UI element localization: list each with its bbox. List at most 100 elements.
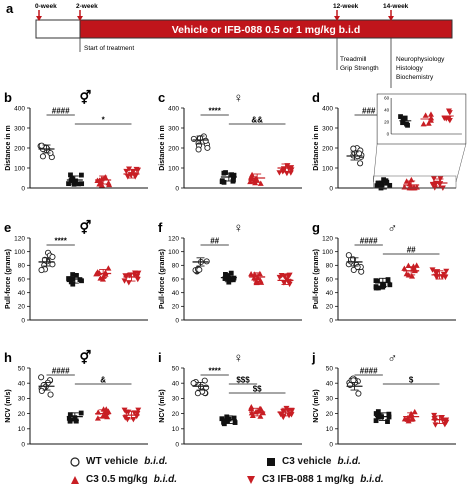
data-point: [256, 270, 263, 277]
legend-item-c3: C3 vehicle b.i.d.: [266, 456, 361, 467]
sex-symbol: ♂: [388, 350, 398, 365]
y-tick-label: 60: [18, 276, 26, 283]
y-tick-label: 20: [326, 411, 334, 418]
panel-letter-h: h: [4, 350, 12, 365]
sig-label: &&: [251, 116, 263, 125]
y-tick-label: 120: [322, 235, 333, 242]
data-point: [402, 115, 408, 121]
data-point: [357, 160, 364, 167]
data-point: [251, 271, 258, 277]
y-tick-label: 200: [322, 145, 333, 152]
panel-letter-g: g: [312, 220, 320, 235]
sig-label: ##: [407, 246, 416, 255]
y-tick-label: 10: [18, 426, 26, 433]
data-point: [103, 406, 110, 412]
data-point: [219, 179, 225, 185]
y-tick-label: 80: [326, 263, 334, 270]
y-tick-label: 200: [14, 145, 25, 152]
y-tick-label: 300: [14, 125, 25, 132]
data-point: [231, 415, 237, 421]
y-tick-label: 120: [168, 235, 179, 242]
timeline-panel: a Vehicle or IFB-088 0.5 or 1 mg/kg b.i.…: [6, 1, 453, 88]
legend-suffix: b.i.d.: [144, 456, 168, 467]
arrowhead-icon: [77, 16, 83, 21]
y-tick-label: 0: [329, 441, 333, 448]
y-tick-label: 20: [172, 304, 180, 311]
data-point: [345, 252, 352, 259]
data-point: [374, 183, 380, 189]
data-point: [39, 153, 46, 160]
y-tick-label: 80: [18, 263, 26, 270]
data-point: [70, 281, 76, 287]
y-tick-label: 300: [168, 125, 179, 132]
y-tick-label: 0: [175, 317, 179, 324]
data-point: [224, 414, 230, 420]
panel-j: j ♂ 0 10 20 30 40 50 NCV (m/s) #### $: [311, 350, 456, 448]
legend-item-05: C3 0.5 mg/kg b.i.d.: [70, 474, 177, 485]
data-point: [257, 180, 264, 186]
data-point: [350, 377, 357, 384]
y-tick-label: 0: [175, 441, 179, 448]
data-point: [413, 262, 420, 268]
sex-symbol: ⚥: [80, 219, 92, 235]
y-axis-label: Pull-force (grams): [159, 249, 166, 309]
legend-suffix: b.i.d.: [360, 474, 384, 485]
y-tick-label: 100: [168, 165, 179, 172]
data-point: [248, 270, 255, 277]
panel-i: i ♀ 0 10 20 30 40 50 NCV (m/s) **** $$$$$: [158, 350, 302, 448]
panel-c: c ♀ 0 100 200 300 400 Distance in m **** &&: [158, 90, 302, 192]
y-tick-label: 100: [322, 249, 333, 256]
data-point: [386, 411, 392, 417]
data-point: [195, 146, 202, 153]
legend-suffix: b.i.d.: [337, 456, 361, 467]
data-point: [288, 167, 295, 173]
y-tick-label: 400: [14, 105, 25, 112]
data-point: [79, 278, 84, 284]
red-triangle-up-icon: [71, 475, 79, 484]
y-axis-label: Pull-force (grams): [313, 249, 320, 309]
y-axis-label: NCV (m/s): [159, 389, 166, 422]
data-point: [131, 272, 138, 278]
data-point: [258, 279, 265, 285]
y-tick-label: 10: [326, 426, 334, 433]
panel-letter-j: j: [311, 350, 316, 365]
y-axis-label: NCV (m/s): [313, 389, 320, 422]
data-point: [123, 273, 130, 279]
panel-letter-i: i: [158, 350, 162, 365]
data-point: [286, 281, 293, 288]
y-tick-label: 400: [322, 105, 333, 112]
data-point: [354, 263, 361, 271]
y-tick-label: 200: [168, 145, 179, 152]
data-point: [285, 408, 292, 414]
data-point: [438, 415, 445, 421]
data-point: [201, 377, 208, 384]
data-point: [380, 284, 386, 290]
treadmill-label: Treadmill: [340, 56, 367, 63]
data-point: [441, 421, 448, 428]
y-tick-label: 20: [172, 411, 180, 418]
data-point: [74, 272, 79, 278]
open-circle-icon: [70, 456, 80, 467]
data-point: [79, 181, 85, 187]
y-tick-label: 30: [172, 396, 180, 403]
data-point: [94, 415, 101, 421]
data-point: [204, 144, 211, 151]
y-tick-label: 100: [14, 249, 25, 256]
y-axis-label: NCV (m/s): [5, 389, 12, 422]
data-point: [405, 262, 412, 269]
data-point: [373, 411, 379, 416]
y-tick-label: 0: [329, 185, 333, 192]
data-point: [422, 112, 429, 118]
data-point: [443, 268, 450, 275]
week-marker-12: 12-week: [333, 3, 359, 21]
sig-label: ****: [208, 107, 221, 116]
data-point: [47, 391, 54, 398]
y-tick-label: 30: [326, 396, 334, 403]
data-point: [446, 118, 453, 124]
y-tick-label: 100: [168, 249, 179, 256]
y-tick-label: 0: [329, 317, 333, 324]
data-point: [121, 278, 128, 284]
treatment-bar: [79, 19, 453, 39]
y-tick-label: 0: [21, 185, 25, 192]
